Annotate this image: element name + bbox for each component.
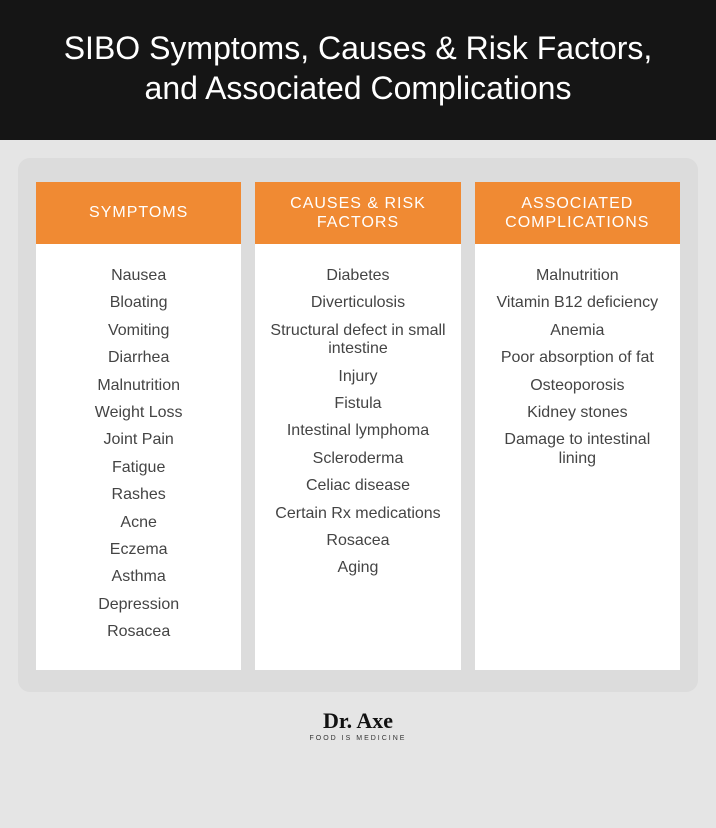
brand-tagline: FOOD IS MEDICINE bbox=[18, 735, 698, 742]
list-item: Aging bbox=[265, 559, 450, 577]
list-item: Vitamin B12 deficiency bbox=[485, 294, 670, 312]
list-item: Celiac disease bbox=[265, 477, 450, 495]
column-causes: CAUSES & RISK FACTORS Diabetes Diverticul… bbox=[255, 182, 460, 670]
column-list-complications: Malnutrition Vitamin B12 deficiency Anemia… bbox=[475, 244, 680, 497]
list-item: Vomiting bbox=[46, 322, 231, 340]
list-item: Structural defect in small intestine bbox=[265, 322, 450, 359]
list-item: Malnutrition bbox=[46, 377, 231, 395]
list-item: Diverticulosis bbox=[265, 294, 450, 312]
column-list-causes: Diabetes Diverticulosis Structural defect … bbox=[255, 244, 460, 607]
list-item: Asthma bbox=[46, 568, 231, 586]
list-item: Fatigue bbox=[46, 459, 231, 477]
column-complications: ASSOCIATED COMPLICATIONS Malnutrition Vit… bbox=[475, 182, 680, 670]
list-item: Intestinal lymphoma bbox=[265, 422, 450, 440]
list-item: Certain Rx medications bbox=[265, 505, 450, 523]
brand-name: Dr. Axe bbox=[323, 708, 393, 733]
list-item: Osteoporosis bbox=[485, 377, 670, 395]
brand-logo: Dr. Axe bbox=[18, 708, 698, 734]
list-item: Diarrhea bbox=[46, 349, 231, 367]
list-item: Anemia bbox=[485, 322, 670, 340]
list-item: Rashes bbox=[46, 486, 231, 504]
column-header-symptoms: SYMPTOMS bbox=[36, 182, 241, 244]
list-item: Rosacea bbox=[46, 623, 231, 641]
list-item: Diabetes bbox=[265, 267, 450, 285]
list-item: Eczema bbox=[46, 541, 231, 559]
list-item: Rosacea bbox=[265, 532, 450, 550]
content-area: SYMPTOMS Nausea Bloating Vomiting Diarrhea M… bbox=[0, 140, 716, 760]
column-header-complications: ASSOCIATED COMPLICATIONS bbox=[475, 182, 680, 244]
columns-panel: SYMPTOMS Nausea Bloating Vomiting Diarrhea M… bbox=[18, 158, 698, 692]
list-item: Injury bbox=[265, 368, 450, 386]
list-item: Joint Pain bbox=[46, 431, 231, 449]
list-item: Poor absorption of fat bbox=[485, 349, 670, 367]
page-title: SIBO Symptoms, Causes & Risk Factors, an… bbox=[64, 30, 653, 106]
list-item: Scleroderma bbox=[265, 450, 450, 468]
list-item: Nausea bbox=[46, 267, 231, 285]
list-item: Damage to intestinal lining bbox=[485, 431, 670, 468]
list-item: Malnutrition bbox=[485, 267, 670, 285]
footer: Dr. Axe FOOD IS MEDICINE bbox=[18, 708, 698, 742]
column-symptoms: SYMPTOMS Nausea Bloating Vomiting Diarrhea M… bbox=[36, 182, 241, 670]
list-item: Acne bbox=[46, 514, 231, 532]
list-item: Bloating bbox=[46, 294, 231, 312]
list-item: Kidney stones bbox=[485, 404, 670, 422]
column-header-causes: CAUSES & RISK FACTORS bbox=[255, 182, 460, 244]
list-item: Depression bbox=[46, 596, 231, 614]
list-item: Fistula bbox=[265, 395, 450, 413]
list-item: Weight Loss bbox=[46, 404, 231, 422]
column-list-symptoms: Nausea Bloating Vomiting Diarrhea Malnutriti… bbox=[36, 244, 241, 670]
page-header: SIBO Symptoms, Causes & Risk Factors, an… bbox=[0, 0, 716, 140]
